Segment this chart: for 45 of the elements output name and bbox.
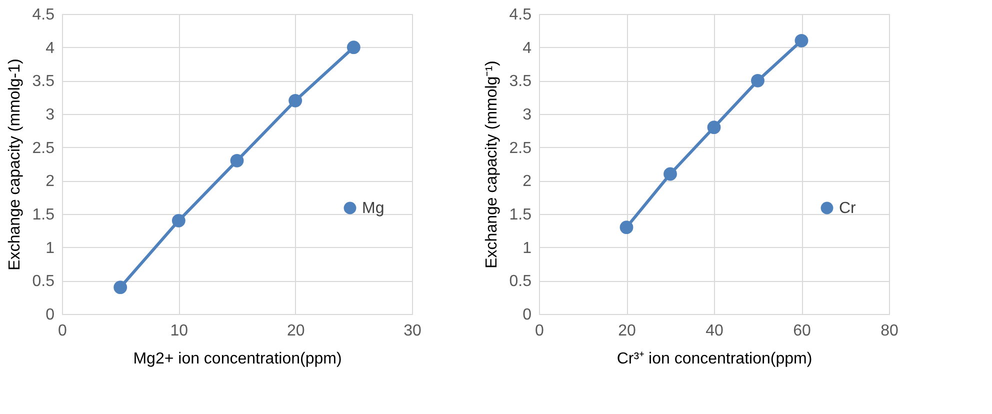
- legend-label: Cr: [839, 200, 857, 217]
- point: [794, 34, 808, 48]
- y-tick-label: 3: [46, 106, 55, 124]
- y-tick-label: 4: [46, 40, 55, 57]
- y-tick-label: 2: [522, 173, 532, 190]
- y-tick-label: 2: [46, 173, 55, 190]
- x-tick-label: 20: [618, 322, 636, 340]
- y-tick-label: 1.5: [32, 206, 55, 224]
- x-axis-title: Cr³⁺ ion concentration(ppm): [616, 350, 812, 368]
- point: [172, 214, 186, 228]
- y-tick-label: 3: [522, 106, 532, 124]
- y-axis-title: Exchange capacity (mmolg-1): [6, 58, 24, 270]
- y-tick-label: 1: [522, 240, 532, 257]
- y-tick-label: 3.5: [509, 73, 532, 90]
- point: [664, 167, 677, 181]
- x-tick-label: 60: [793, 322, 811, 340]
- y-tick-label: 4: [522, 40, 532, 57]
- x-tick-label: 80: [880, 322, 898, 340]
- x-tick-label: 20: [286, 322, 305, 340]
- point: [114, 280, 128, 294]
- legend-label: Mg: [362, 200, 384, 217]
- y-tick-label: 1: [46, 240, 55, 257]
- y-tick-label: 2.5: [509, 140, 532, 157]
- y-axis-title: Exchange capacity (mmolg⁻¹): [483, 60, 500, 268]
- y-tick-label: 4.5: [509, 6, 532, 24]
- y-tick-label: 3.5: [32, 73, 55, 90]
- x-tick-label: 40: [706, 322, 724, 340]
- x-axis-title: Mg2+ ion concentration(ppm): [133, 350, 342, 368]
- point: [288, 94, 302, 108]
- point: [230, 154, 244, 168]
- x-tick-label: 10: [170, 322, 188, 340]
- y-tick-label: 0.5: [509, 273, 532, 290]
- y-tick-label: 4.5: [32, 6, 55, 24]
- y-tick-label: 0: [46, 306, 55, 324]
- point: [620, 220, 634, 234]
- y-tick-label: 0: [522, 306, 532, 324]
- point: [707, 120, 721, 134]
- x-tick-label: 30: [404, 322, 422, 340]
- y-tick-label: 0.5: [32, 273, 55, 290]
- y-tick-label: 2.5: [32, 140, 55, 157]
- y-tick-label: 1.5: [509, 206, 532, 224]
- x-tick-label: 0: [535, 322, 544, 340]
- point: [751, 74, 764, 88]
- point: [346, 40, 360, 54]
- x-tick-label: 0: [58, 322, 68, 340]
